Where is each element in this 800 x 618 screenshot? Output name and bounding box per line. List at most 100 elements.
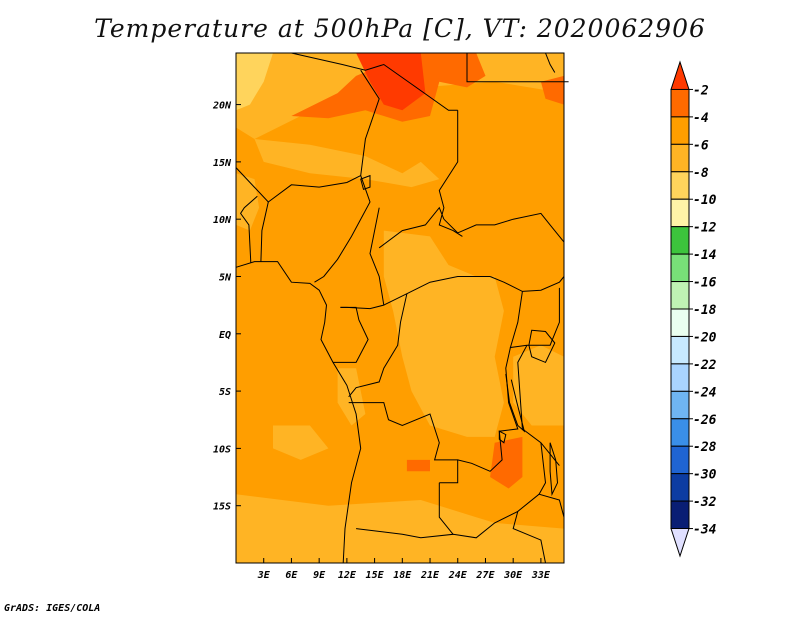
colorbar-swatch <box>670 226 690 255</box>
lon-tick-label: 21E <box>420 570 440 581</box>
colorbar-swatch <box>670 473 690 502</box>
lon-tick-label: 3E <box>257 570 271 581</box>
border-coast-west <box>235 261 362 564</box>
colorbar-swatch <box>670 198 690 228</box>
latitude-axis: 20N 15N 10N 5N EQ 5S 10S 15S <box>212 101 241 513</box>
colorbar-label: -32 <box>693 495 717 510</box>
field-cool-sahel <box>254 139 440 188</box>
border-lake-tanganyika <box>505 373 526 433</box>
field-warm-ne <box>540 75 564 105</box>
lake-malawi <box>549 442 559 497</box>
border-libya-egypt <box>466 53 569 83</box>
colorbar-label: -30 <box>693 468 717 483</box>
colorbar-label: -14 <box>693 248 717 263</box>
colorbar-swatch <box>670 88 690 118</box>
colorbar-label: -22 <box>693 358 717 373</box>
lon-tick-label: 9E <box>313 570 326 581</box>
colorbar-swatch <box>670 253 690 283</box>
border-zambia-south <box>453 493 540 539</box>
colorbar-swatch <box>670 445 690 475</box>
border-chad-sudan <box>438 110 463 237</box>
field-cooler-nw <box>236 53 273 111</box>
field-cool-coast <box>337 368 366 426</box>
lon-tick-label: 15E <box>366 570 385 581</box>
field-cool-congo <box>383 230 504 437</box>
lat-tick-label: 15N <box>213 158 232 169</box>
colorbar-swatch <box>670 308 690 337</box>
country-borders <box>235 52 569 564</box>
lake-mweru <box>498 430 507 444</box>
border-drc-angola <box>348 402 459 484</box>
colorbar-bottom-triangle <box>670 528 690 558</box>
border-congo-drc <box>348 293 408 398</box>
colorbar-label: -34 <box>693 523 717 538</box>
lake-chad <box>360 174 371 191</box>
border-gabon-congo <box>333 306 369 363</box>
border-car-drc <box>383 276 491 306</box>
colorbar-label: -20 <box>693 330 717 345</box>
lon-tick-label: 12E <box>338 570 357 581</box>
lat-tick-label: 20N <box>212 101 232 112</box>
colorbar-swatch <box>670 390 690 420</box>
colorbar-label: -4 <box>693 111 709 126</box>
temperature-field <box>236 53 564 563</box>
border-nile-lake <box>545 52 556 73</box>
longitude-axis: 3E 6E 9E 12E 15E 18E 21E 24E 27E 30E 33E <box>257 558 551 581</box>
lon-tick-label: 6E <box>285 570 298 581</box>
border-southsudan-south <box>489 276 565 292</box>
lat-tick-label: 10N <box>213 215 232 226</box>
border-niger-chad-libya <box>291 52 458 111</box>
colorbar-swatch <box>670 171 690 200</box>
border-chad-car <box>378 206 445 249</box>
border-benin-togo <box>239 195 258 263</box>
border-niger-south <box>235 167 361 203</box>
colorbar-swatch <box>670 363 690 392</box>
field-warm-nile <box>430 53 477 82</box>
field-warm-malawi <box>490 436 523 489</box>
lat-tick-label: EQ <box>219 330 231 341</box>
map-frame <box>235 52 565 564</box>
lon-tick-label: 27E <box>475 570 495 581</box>
border-nigeria-cameroon <box>314 175 371 283</box>
colorbar-label: -18 <box>693 303 717 318</box>
colorbar-swatch <box>670 281 690 310</box>
border-benin-nigeria <box>260 201 269 262</box>
colorbar-swatch <box>670 418 690 447</box>
grads-credit: GrADS: IGES/COLA <box>4 603 101 614</box>
colorbar-swatch <box>670 500 690 530</box>
border-mozambique <box>512 511 546 564</box>
colorbar-label: -28 <box>693 440 717 455</box>
colorbar-swatch <box>670 143 690 173</box>
field-cool-west <box>236 173 260 231</box>
colorbar-swatch <box>670 116 690 145</box>
field-warm-zambia <box>406 459 430 472</box>
field-cool-sw <box>273 425 329 460</box>
colorbar-label: -10 <box>693 193 717 208</box>
lat-tick-label: 5N <box>219 272 232 283</box>
field-cool-south <box>236 494 564 563</box>
colorbar-label: -6 <box>693 138 709 153</box>
lat-tick-label: 5S <box>219 387 231 398</box>
colorbar-label: -24 <box>693 385 717 400</box>
field-cool-east <box>513 345 564 426</box>
lat-tick-label: 10S <box>213 444 231 455</box>
colorbar-label: -12 <box>693 221 717 236</box>
lon-tick-label: 30E <box>503 570 523 581</box>
lon-tick-label: 24E <box>448 570 468 581</box>
colorbar-label: -8 <box>693 166 709 181</box>
border-angola-zambia <box>356 482 455 539</box>
colorbar-label: -2 <box>693 83 709 98</box>
border-sudan-southsudan <box>443 212 565 243</box>
colorbar-label: -16 <box>693 276 717 291</box>
lat-tick-label: 15S <box>213 502 231 513</box>
lon-tick-label: 33E <box>531 570 551 581</box>
colorbar-swatch <box>670 335 690 365</box>
border-tanzania <box>517 344 560 466</box>
colorbar-label: -26 <box>693 413 717 428</box>
lake-victoria <box>528 329 556 364</box>
colorbar: -2 -4 -6 -8 -10 -12 -14 -16 -18 -20 -22 -24 -26 -28 -3… <box>670 60 717 558</box>
lon-tick-label: 18E <box>393 570 412 581</box>
border-niger-chad <box>360 69 380 176</box>
chart-title: Temperature at 500hPa [C], VT: 202006290… <box>94 14 706 43</box>
